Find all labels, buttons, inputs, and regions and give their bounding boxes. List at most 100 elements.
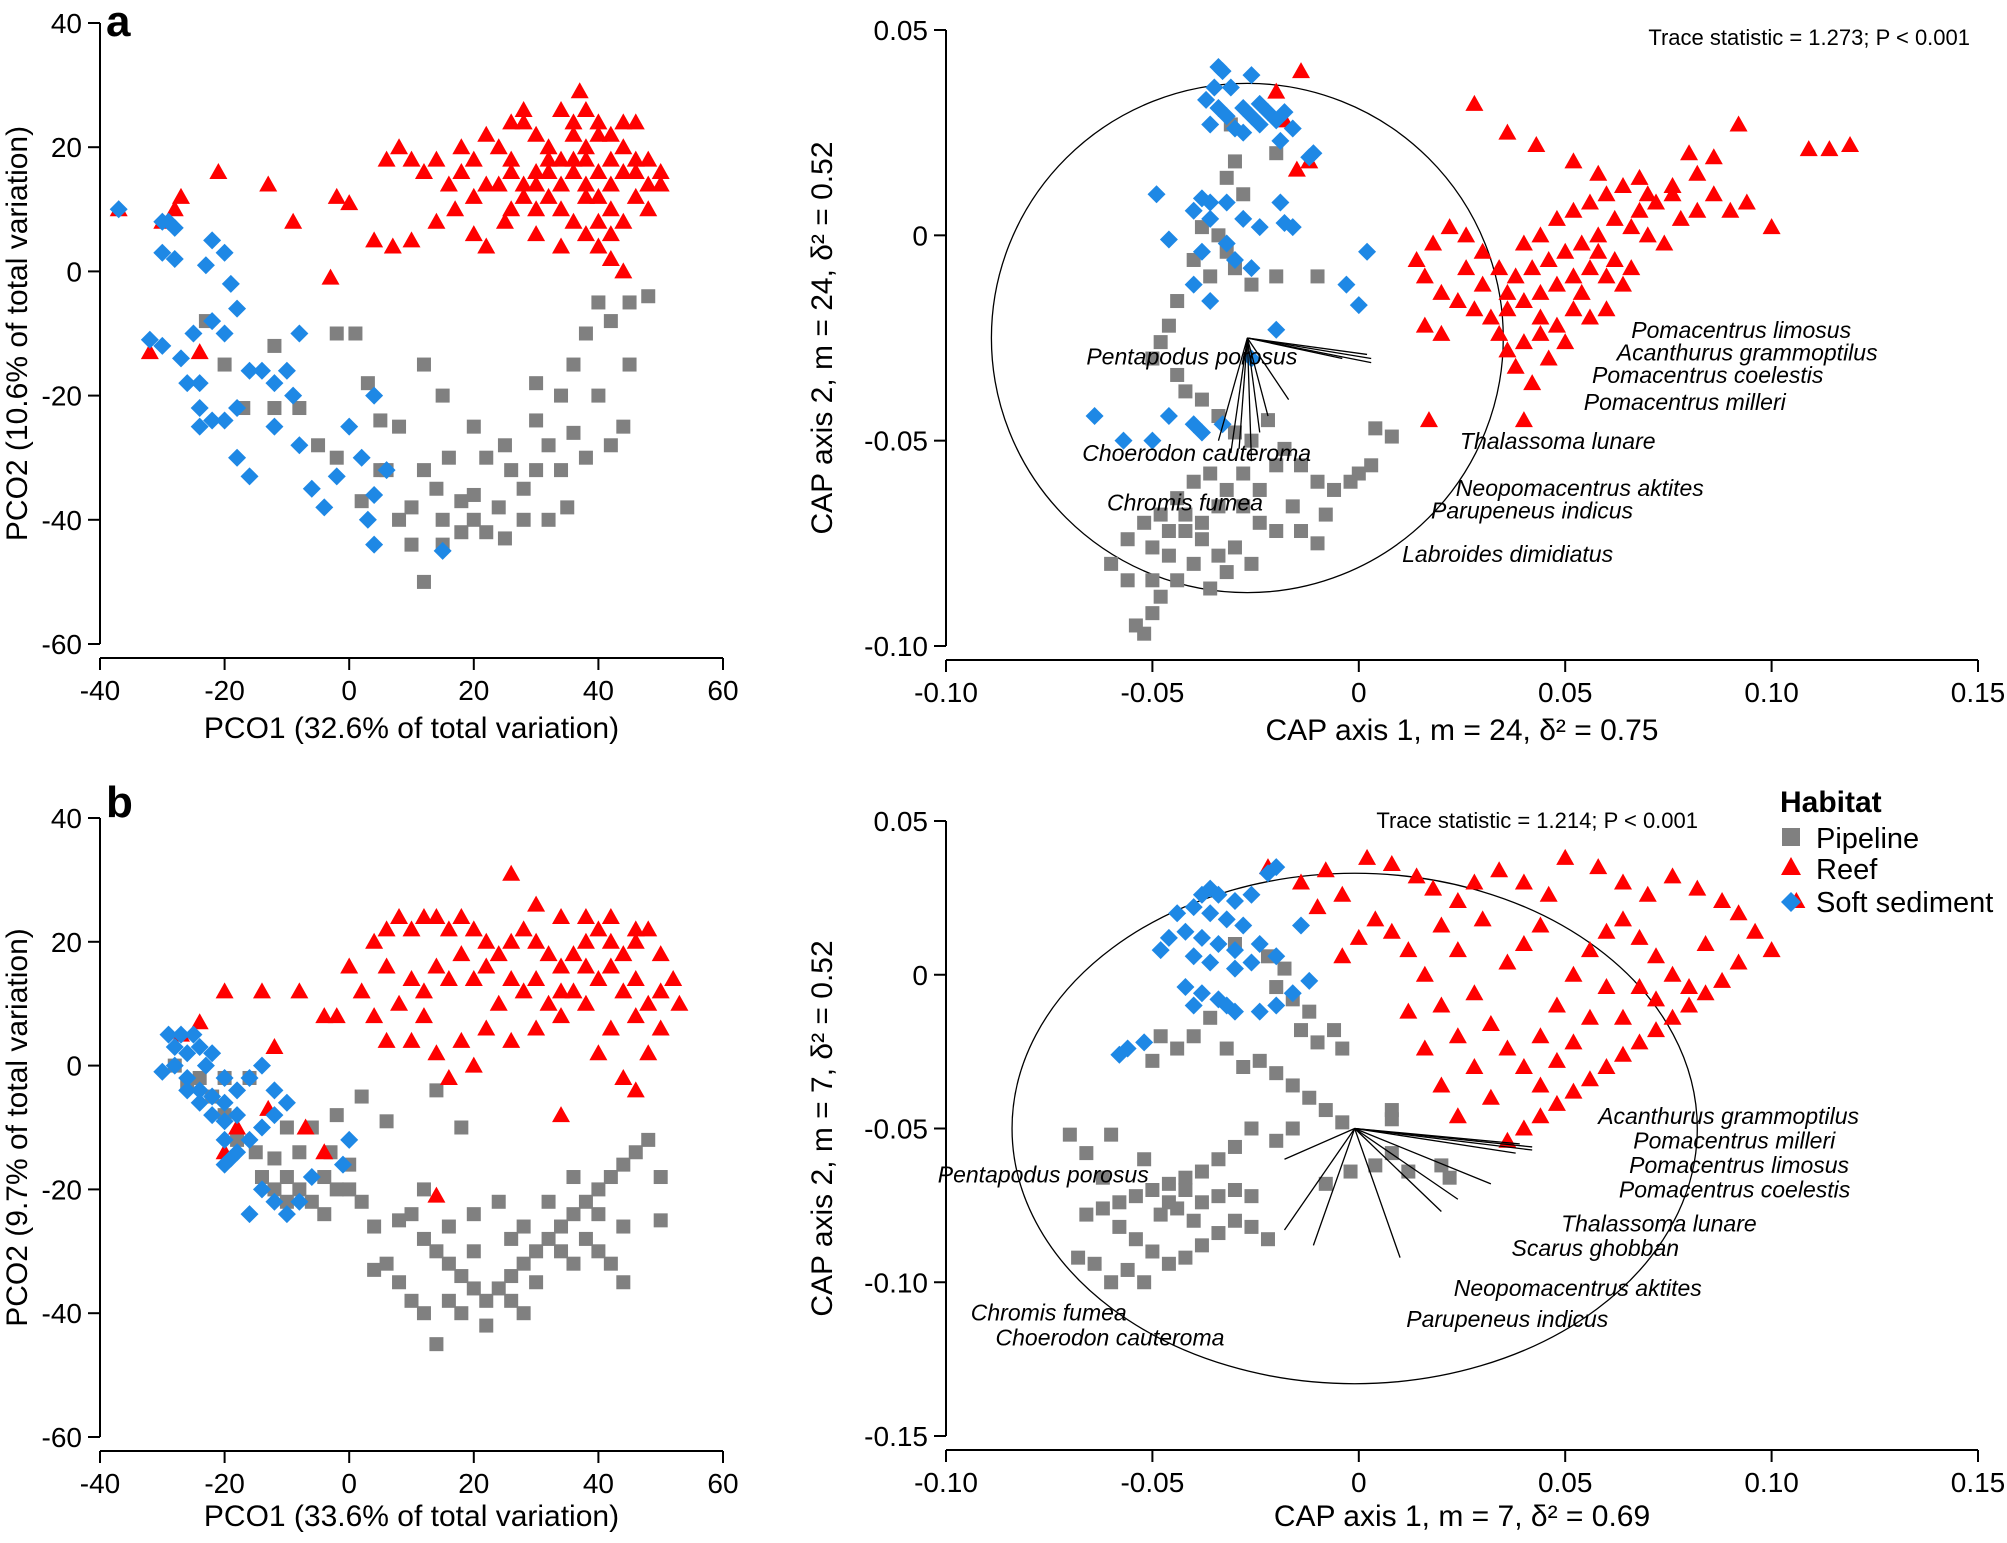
reef-point — [601, 125, 620, 142]
reef-point — [1589, 164, 1608, 181]
reef-point — [1481, 1014, 1500, 1031]
pipeline-point — [566, 1170, 581, 1185]
reef-point — [414, 982, 433, 999]
pipeline-point — [279, 1194, 294, 1209]
reef-point — [464, 150, 483, 167]
reef-point — [377, 957, 396, 974]
reef-point — [1613, 1045, 1632, 1062]
reef-point — [1647, 990, 1666, 1007]
reef-point — [651, 175, 670, 192]
soft-sediment-point — [153, 336, 172, 355]
pipeline-point — [1318, 1176, 1333, 1191]
soft-sediment-point — [1250, 218, 1269, 237]
soft-sediment-point — [1159, 928, 1178, 947]
pipeline-point — [1318, 1103, 1333, 1118]
reef-point — [1688, 879, 1707, 896]
soft-sediment-point — [171, 1025, 190, 1044]
soft-sediment-point — [1192, 885, 1211, 904]
reef-point — [589, 237, 608, 254]
x-tick-label: 0 — [1351, 677, 1367, 708]
soft-sediment-point — [340, 1130, 359, 1149]
reef-point — [1498, 1039, 1517, 1056]
soft-sediment-point — [215, 243, 234, 262]
reef-point — [439, 175, 458, 192]
reef-point — [1762, 218, 1781, 235]
reef-point — [321, 268, 340, 285]
soft-sediment-point — [1184, 898, 1203, 917]
soft-sediment-point — [165, 1056, 184, 1075]
soft-sediment-point — [1271, 193, 1290, 212]
soft-sediment-point — [1184, 947, 1203, 966]
reef-point — [639, 175, 658, 192]
reef-point — [564, 150, 583, 167]
y-tick-label: 20 — [51, 927, 82, 958]
reef-point — [1514, 292, 1533, 309]
pipeline-point — [1203, 1010, 1218, 1025]
reef-point — [1622, 259, 1641, 276]
species-label: Thalassoma lunare — [1460, 428, 1656, 454]
reef-point — [1382, 855, 1401, 872]
species-vector — [1230, 337, 1248, 454]
reef-point — [589, 125, 608, 142]
pipeline-point — [1219, 565, 1234, 580]
reef-point — [1448, 891, 1467, 908]
soft-sediment-point — [277, 361, 296, 380]
pipeline-point — [441, 450, 456, 465]
species-label: Parupeneus indicus — [1406, 1306, 1609, 1332]
soft-sediment-point — [1176, 978, 1195, 997]
pipeline-point — [416, 1306, 431, 1321]
legend: Habitat Pipeline Reef Soft sediment — [1780, 786, 1993, 919]
x-tick-label: 0 — [1351, 1467, 1367, 1498]
species-vector — [1354, 1127, 1516, 1154]
reef-point — [1580, 941, 1599, 958]
reef-point — [228, 1118, 247, 1135]
soft-sediment-point — [1197, 90, 1216, 109]
y-tick-label: 0 — [66, 256, 82, 287]
pipeline-point — [1364, 458, 1379, 473]
soft-sediment-point — [215, 1068, 234, 1087]
pipeline-point — [1153, 1207, 1168, 1222]
reef-point — [527, 175, 546, 192]
pipeline-point — [1186, 1029, 1201, 1044]
pipeline-point — [479, 1293, 494, 1308]
pipeline-point — [466, 1244, 481, 1259]
reef-point — [446, 200, 465, 217]
reef-point — [390, 994, 409, 1011]
reef-point — [1267, 82, 1286, 99]
reef-point — [552, 1007, 571, 1024]
reef-point — [1580, 193, 1599, 210]
chart-a-pco: -60 -40 -20 0 20 40 -40 -20 0 20 40 60 PCO1 (32.6% o… — [1, 8, 739, 745]
reef-point — [477, 1019, 496, 1036]
y-tick-label: 0 — [912, 220, 928, 251]
pipeline-point — [1128, 1189, 1143, 1204]
pipeline-point — [541, 1194, 556, 1209]
reef-point — [1424, 234, 1443, 251]
pipeline-point — [591, 1182, 606, 1197]
pipeline-point — [354, 1089, 369, 1104]
pipeline-point — [1178, 384, 1193, 399]
reef-point — [564, 113, 583, 130]
series-pipeline — [1062, 937, 1457, 1290]
pipeline-point — [1269, 1066, 1284, 1081]
reef-point — [589, 920, 608, 937]
reef-point — [365, 1007, 384, 1024]
pipeline-point — [504, 1231, 519, 1246]
pipeline-point — [1170, 491, 1185, 506]
pipeline-point — [491, 500, 506, 515]
pipeline-point — [1104, 1275, 1119, 1290]
soft-sediment-point — [215, 1093, 234, 1112]
pipeline-point — [603, 438, 618, 453]
pipeline-point — [1310, 474, 1325, 489]
soft-sediment-point — [1135, 1033, 1154, 1052]
panel-letter-b: b — [106, 778, 133, 827]
pipeline-point — [616, 1157, 631, 1172]
reef-point — [589, 187, 608, 204]
series-reef — [109, 82, 670, 360]
series-soft-sediment — [1085, 57, 1377, 450]
reef-point — [365, 932, 384, 949]
species-label: Pomacentrus milleri — [1584, 389, 1787, 415]
pipeline-point — [292, 1182, 307, 1197]
pipeline-point — [479, 450, 494, 465]
reef-point — [527, 163, 546, 180]
pipeline-point — [554, 463, 569, 478]
